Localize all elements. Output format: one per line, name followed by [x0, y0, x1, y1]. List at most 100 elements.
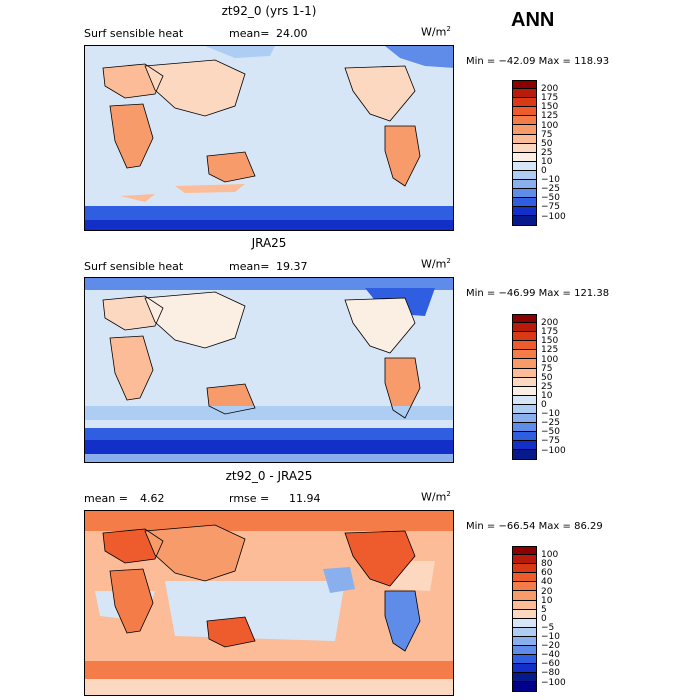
colorbar-tick-label: −10 — [541, 409, 560, 420]
colorbar-tick-label: 25 — [541, 381, 553, 392]
colorbar-swatch — [512, 655, 537, 665]
colorbar-swatch — [512, 368, 537, 378]
panel3-map — [84, 510, 454, 696]
colorbar-tick-label: 5 — [541, 604, 547, 615]
panel3-units: W/m2 — [421, 490, 451, 504]
colorbar-tick-label: −10 — [541, 632, 560, 642]
colorbar-swatch — [512, 216, 537, 226]
panel3-mean-label: mean = — [84, 492, 128, 505]
colorbar-swatch — [512, 207, 537, 217]
colorbar-swatch — [512, 627, 537, 637]
colorbar-swatch — [512, 555, 537, 565]
colorbar-tick-label: 125 — [541, 111, 559, 122]
colorbar-tick-label: 125 — [541, 345, 559, 356]
colorbar-tick-label: 25 — [541, 147, 553, 158]
colorbar-tick-label: −50 — [541, 427, 560, 438]
colorbar-swatch — [512, 180, 537, 190]
colorbar-tick-label: 100 — [541, 120, 559, 131]
panel1-mean-value: 24.00 — [276, 27, 308, 40]
colorbar-swatch — [512, 414, 537, 424]
colorbar-swatch — [512, 350, 537, 360]
colorbar-tick-label: −80 — [541, 668, 560, 679]
colorbar-swatch — [512, 591, 537, 601]
panel1-title: zt92_0 (yrs 1-1) — [221, 4, 317, 18]
season-label: ANN — [511, 9, 555, 31]
colorbar-tick-label: −20 — [541, 641, 560, 652]
colorbar-tick-label: −75 — [541, 436, 560, 447]
colorbar-tick-label: −100 — [541, 677, 566, 688]
colorbar-swatch — [512, 618, 537, 628]
colorbar-tick-label: 40 — [541, 577, 553, 588]
colorbar-tick-label: 10 — [541, 156, 553, 167]
panel1-min-max: Min = −42.09 Max = 118.93 — [466, 56, 610, 67]
colorbar-tick-label: −100 — [541, 211, 566, 222]
colorbar-swatch — [512, 600, 537, 610]
panel2-mean-label: mean= — [229, 260, 270, 273]
colorbar-tick-label: 50 — [541, 372, 553, 383]
colorbar-swatch — [512, 98, 537, 108]
panel2-min-max: Min = −46.99 Max = 121.38 — [466, 288, 610, 299]
colorbar-tick-label: 75 — [541, 363, 553, 374]
colorbar-swatch — [512, 107, 537, 117]
colorbar-swatch — [512, 80, 537, 90]
colorbar-swatch — [512, 170, 537, 181]
colorbar-tick-label: 20 — [541, 586, 553, 597]
panel2-units: W/m2 — [421, 257, 451, 271]
colorbar-swatch — [512, 89, 537, 99]
colorbar-swatch — [512, 450, 537, 460]
colorbar-swatch — [512, 125, 537, 135]
panel2-mean-value: 19.37 — [276, 260, 308, 273]
panel3-rmse-label: rmse = — [229, 492, 270, 505]
colorbar-tick-label: −5 — [541, 622, 555, 633]
colorbar-swatch — [512, 636, 537, 647]
colorbar-swatch — [512, 332, 537, 342]
panel3-min-max: Min = −66.54 Max = 86.29 — [466, 521, 603, 532]
colorbar-tick-label: 10 — [541, 390, 553, 401]
colorbar-swatch — [512, 546, 537, 556]
colorbar-tick-label: 10 — [541, 595, 553, 606]
colorbar-tick-label: −40 — [541, 650, 560, 661]
colorbar-tick-label: 0 — [541, 613, 547, 624]
colorbar-tick-label: 0 — [541, 400, 547, 410]
panel2-variable-label: Surf sensible heat — [84, 260, 184, 273]
colorbar-swatch — [512, 377, 537, 387]
colorbar-tick-label: −60 — [541, 659, 560, 670]
colorbar-tick-label: 60 — [541, 568, 553, 579]
panel3-title: zt92_0 - JRA25 — [225, 469, 313, 483]
colorbar-swatch — [512, 423, 537, 433]
colorbar-tick-label: 175 — [541, 93, 559, 104]
panel2-title: JRA25 — [251, 236, 287, 250]
colorbar-swatch — [512, 341, 537, 351]
colorbar-tick-label: 100 — [541, 550, 559, 561]
colorbar-swatch — [512, 582, 537, 592]
colorbar-swatch — [512, 198, 537, 208]
panel1-variable-label: Surf sensible heat — [84, 27, 184, 40]
colorbar-tick-label: 150 — [541, 102, 559, 113]
colorbar-swatch — [512, 395, 537, 405]
colorbar-tick-label: 150 — [541, 336, 559, 347]
colorbar-swatch — [512, 441, 537, 451]
colorbar-swatch — [512, 573, 537, 583]
panel3-rmse-value: 11.94 — [289, 492, 321, 505]
panel3-colorbar — [512, 546, 537, 692]
colorbar-tick-label: −25 — [541, 418, 560, 429]
panel1-map — [84, 45, 454, 231]
colorbar-swatch — [512, 404, 537, 415]
colorbar-tick-label: 0 — [541, 166, 547, 176]
colorbar-tick-label: −100 — [541, 445, 566, 456]
colorbar-tick-label: 100 — [541, 354, 559, 365]
colorbar-tick-label: −75 — [541, 202, 560, 213]
colorbar-swatch — [512, 609, 537, 619]
colorbar-tick-label: −25 — [541, 184, 560, 195]
colorbar-swatch — [512, 564, 537, 574]
colorbar-swatch — [512, 152, 537, 162]
panel1-colorbar — [512, 80, 537, 226]
colorbar-swatch — [512, 323, 537, 333]
colorbar-swatch — [512, 161, 537, 171]
colorbar-swatch — [512, 189, 537, 199]
colorbar-tick-label: −50 — [541, 193, 560, 204]
colorbar-tick-label: 75 — [541, 129, 553, 140]
colorbar-swatch — [512, 143, 537, 153]
colorbar-swatch — [512, 134, 537, 144]
panel1-mean-label: mean= — [229, 27, 270, 40]
